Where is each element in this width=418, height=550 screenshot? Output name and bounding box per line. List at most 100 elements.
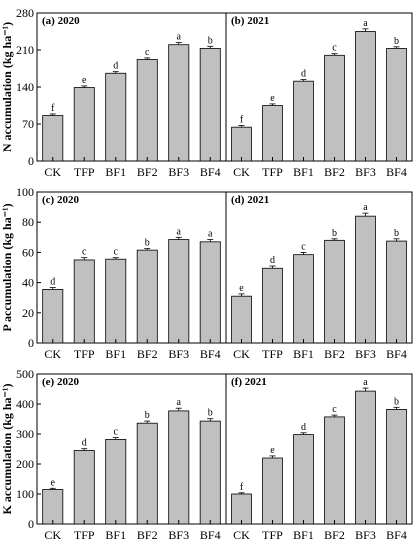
x-tick-label: CK [233,528,250,542]
panel-title: (e) 2020 [42,376,79,388]
x-tick-label: CK [44,165,61,179]
panel-(b) 2021: (b) 2021 f CK e TFP d BF1 c BF2 a BF3 b BF4 [225,12,413,179]
significance-letter: d [270,255,275,266]
significance-letter: a [208,229,213,240]
bar [73,259,95,344]
x-tick-label: CK [44,347,61,361]
significance-letter: b [145,238,150,249]
significance-letter: e [270,93,275,104]
bar [386,48,407,162]
bar [42,288,64,344]
y-tick-label: 60 [22,245,34,259]
significance-letter: a [177,397,182,408]
significance-letter: d [82,438,87,449]
x-tick-label: BF1 [293,528,314,542]
x-tick-label: BF4 [386,165,407,179]
significance-letter: d [113,61,118,72]
x-tick-label: BF1 [105,165,126,179]
significance-letter: b [208,408,213,419]
significance-letter: a [363,202,368,213]
bar [168,44,190,162]
bar [293,80,314,162]
bar [355,390,376,525]
bar [262,267,283,344]
panel-(d) 2021: (d) 2021 e CK d TFP c BF1 b BF2 a BF3 b BF4 [225,191,413,361]
y-tick-label: 100 [16,487,34,501]
y-tick-label: 200 [16,457,34,471]
bar [136,422,158,525]
bar [168,239,190,344]
bar [73,87,95,162]
bar [231,493,252,525]
x-tick-label: BF1 [105,347,126,361]
significance-letter: a [363,18,368,29]
y-tick-label: 500 [16,367,34,381]
y-tick-label: 210 [16,43,34,57]
x-tick-label: CK [44,528,61,542]
x-tick-label: CK [233,347,250,361]
panel-title: (a) 2020 [42,15,80,27]
bar [386,240,407,344]
significance-letter: e [270,445,275,456]
panel-(a) 2020: (a) 2020 f CK e TFP d BF1 c BF2 a BF3 b BF4 [36,12,227,179]
significance-letter: b [208,35,213,46]
significance-letter: c [301,241,306,252]
bar [199,48,221,162]
x-tick-label: CK [233,165,250,179]
x-tick-label: BF2 [324,528,345,542]
y-tick-label: 100 [16,185,34,199]
x-tick-label: BF3 [355,165,376,179]
panel-title: (b) 2021 [231,15,269,27]
panel-title: (d) 2021 [231,194,269,206]
x-tick-label: BF4 [200,165,221,179]
panel-(e) 2020: (e) 2020 e CK d TFP c BF1 b BF2 a BF3 b BF4 [36,373,227,542]
x-tick-label: BF3 [355,528,376,542]
significance-letter: b [145,410,150,421]
significance-letter: a [177,226,182,237]
x-tick-label: TFP [262,528,283,542]
bar [262,105,283,162]
x-tick-label: BF1 [293,347,314,361]
significance-letter: d [50,277,55,288]
y-tick-label: 40 [22,276,34,290]
panel-(c) 2020: (c) 2020 d CK c TFP c BF1 b BF2 a BF3 a BF4 [36,191,227,361]
x-tick-label: BF2 [137,528,158,542]
significance-letter: a [363,377,368,388]
significance-letter: d [301,422,306,433]
bar [105,72,127,162]
panel-frame [225,373,413,525]
significance-letter: b [394,228,399,239]
significance-letter: a [177,32,182,43]
bar [262,457,283,525]
chart-row-0: N accumulation (kg ha⁻¹)070140210280(a) … [0,6,413,179]
bar [231,295,252,344]
y-tick-label: 0 [28,154,34,168]
bar [324,416,345,525]
x-tick-label: BF2 [137,347,158,361]
bar [136,59,158,162]
x-tick-label: BF3 [168,347,189,361]
significance-letter: e [239,283,244,294]
x-tick-label: BF3 [168,528,189,542]
panel-frame [225,191,413,344]
y-tick-label: 70 [22,117,34,131]
y-axis-label: K accumulation (kg ha⁻¹) [0,384,14,515]
x-tick-label: BF4 [200,528,221,542]
y-axis-label: P accumulation (kg ha⁻¹) [0,203,14,331]
y-tick-label: 400 [16,397,34,411]
y-tick-label: 280 [16,6,34,20]
significance-letter: c [332,404,337,415]
bar [231,126,252,162]
x-tick-label: TFP [74,528,95,542]
bar [168,410,190,525]
x-tick-label: BF3 [355,347,376,361]
significance-letter: b [332,228,337,239]
panel-frame [36,12,227,162]
x-tick-label: BF4 [200,347,221,361]
significance-letter: e [82,75,87,86]
x-tick-label: BF2 [324,347,345,361]
significance-letter: e [51,477,56,488]
bar [324,239,345,344]
bar [355,31,376,162]
